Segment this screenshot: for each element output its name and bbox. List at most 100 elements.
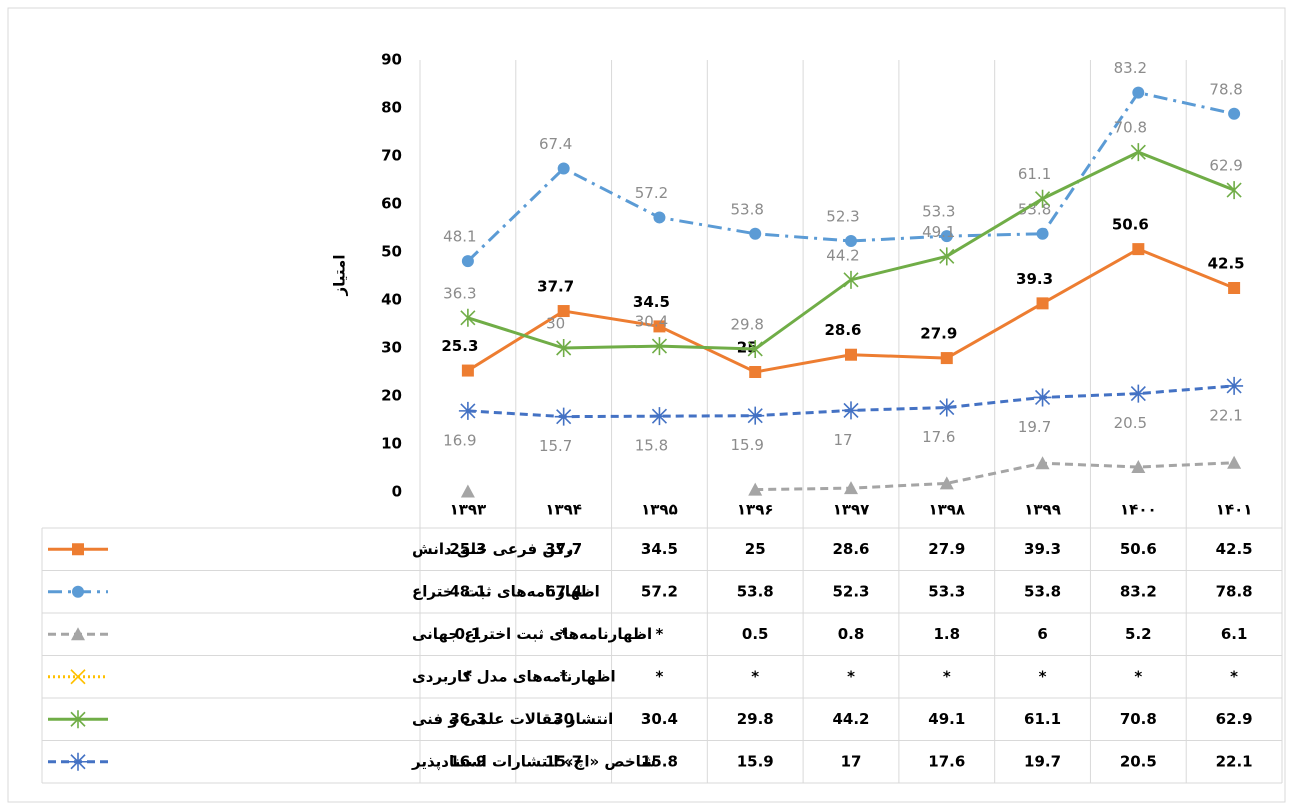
- table-cell: 0.5: [742, 625, 769, 643]
- data-label: 30.4: [635, 313, 668, 331]
- legend-label: انتشار مقالات علمی و فنی: [412, 710, 613, 728]
- table-cell: 25: [745, 540, 766, 558]
- data-label: 48.1: [443, 228, 476, 246]
- table-cell: 16.9: [449, 752, 486, 770]
- data-label: 52.3: [826, 207, 859, 225]
- y-tick-label: 90: [381, 51, 402, 69]
- data-label: 37.7: [537, 278, 574, 296]
- point: [1227, 455, 1242, 469]
- table-cell: *: [943, 667, 951, 685]
- point: [1035, 456, 1050, 470]
- point: [844, 481, 858, 495]
- table-cell: 57.2: [641, 582, 678, 600]
- table-cell: 0.1: [455, 625, 482, 643]
- table-cell: 37.7: [545, 540, 582, 558]
- x-tick-label: ۱۳۹۴: [545, 501, 582, 519]
- point: [747, 339, 763, 358]
- data-label: 15.9: [731, 436, 764, 454]
- point: [843, 270, 859, 289]
- y-tick-label: 70: [381, 147, 402, 165]
- point: [940, 352, 953, 365]
- table-cell: 49.1: [928, 710, 965, 728]
- table-cell: 15.9: [737, 752, 774, 770]
- table-cell: 27.9: [928, 540, 965, 558]
- table-cell: 5.2: [1125, 625, 1152, 643]
- table-cell: *: [560, 625, 568, 643]
- table-cell: 0.8: [838, 625, 865, 643]
- data-label: 50.6: [1112, 216, 1149, 234]
- table-cell: 29.8: [737, 710, 774, 728]
- point: [1130, 143, 1146, 162]
- point: [1034, 189, 1051, 208]
- table-cell: *: [656, 625, 664, 643]
- table-cell: 19.7: [1024, 752, 1061, 770]
- x-tick-label: ۱۳۹۵: [641, 501, 678, 519]
- legend-marker: [72, 543, 84, 556]
- data-label: 15.8: [635, 437, 668, 455]
- point: [1036, 227, 1049, 240]
- table-cell: 61.1: [1024, 710, 1061, 728]
- point: [1036, 297, 1049, 310]
- point: [749, 366, 762, 378]
- legend-label: اظهارنامه‌های مدل کاربردی: [412, 667, 616, 685]
- table-cell: 70.8: [1120, 710, 1157, 728]
- table-cell: 30.4: [641, 710, 678, 728]
- point: [748, 482, 763, 496]
- table-cell: 17.6: [928, 752, 965, 770]
- point: [939, 247, 955, 266]
- point: [460, 484, 475, 498]
- data-label: 19.7: [1018, 418, 1051, 436]
- table-cell: 67.4: [545, 582, 582, 600]
- table-cell: 20.5: [1120, 752, 1157, 770]
- legend-label: شاخص «اچ» انتشارات استنادپذیر: [411, 752, 656, 771]
- y-axis-label: امتیاز: [331, 255, 349, 297]
- data-label: 53.8: [731, 200, 764, 218]
- table-cell: 44.2: [832, 710, 869, 728]
- data-label: 20.5: [1114, 414, 1147, 432]
- point: [845, 234, 857, 247]
- data-label: 27.9: [920, 325, 957, 343]
- table-cell: 53.8: [1024, 582, 1061, 600]
- table-cell: 30: [553, 710, 574, 728]
- table-cell: 78.8: [1216, 582, 1253, 600]
- data-label: 34.5: [633, 293, 670, 311]
- point: [1228, 282, 1241, 294]
- table-cell: 6: [1037, 625, 1047, 643]
- data-label: 17.6: [922, 428, 955, 446]
- table-cell: 53.8: [737, 582, 774, 600]
- legend-label: اظهارنامه‌های ثبت اختراع: [412, 582, 600, 600]
- table-cell: *: [560, 667, 568, 685]
- point: [939, 476, 954, 490]
- table-cell: 48.1: [449, 582, 486, 600]
- table-cell: *: [1230, 667, 1238, 685]
- point: [461, 364, 474, 377]
- table-cell: 34.5: [641, 540, 678, 558]
- legend-label: رکن فرعی خلق دانش: [412, 540, 573, 558]
- legend-marker: [71, 627, 85, 641]
- data-label: 62.9: [1209, 157, 1242, 175]
- point: [458, 401, 477, 420]
- data-label: 28.6: [824, 321, 861, 339]
- table-cell: *: [751, 667, 759, 685]
- data-label: 39.3: [1016, 270, 1053, 288]
- legend-marker: [72, 585, 84, 598]
- x-tick-label: ۱۴۰۰: [1120, 501, 1157, 519]
- y-tick-label: 30: [381, 339, 402, 357]
- point: [749, 227, 762, 240]
- point: [1225, 376, 1244, 395]
- point: [460, 308, 476, 327]
- table-cell: *: [1134, 667, 1142, 685]
- y-tick-label: 50: [381, 243, 402, 261]
- data-label: 53.3: [922, 203, 955, 221]
- data-label: 57.2: [635, 184, 668, 202]
- point: [554, 407, 573, 426]
- data-label: 30: [546, 315, 565, 333]
- legend-marker: [70, 669, 86, 685]
- y-tick-label: 10: [381, 435, 402, 453]
- y-tick-label: 0: [392, 483, 402, 501]
- data-label: 67.4: [539, 135, 572, 153]
- x-tick-label: ۱۳۹۷: [833, 501, 870, 519]
- table-cell: 39.3: [1024, 540, 1061, 558]
- data-label: 42.5: [1208, 255, 1245, 273]
